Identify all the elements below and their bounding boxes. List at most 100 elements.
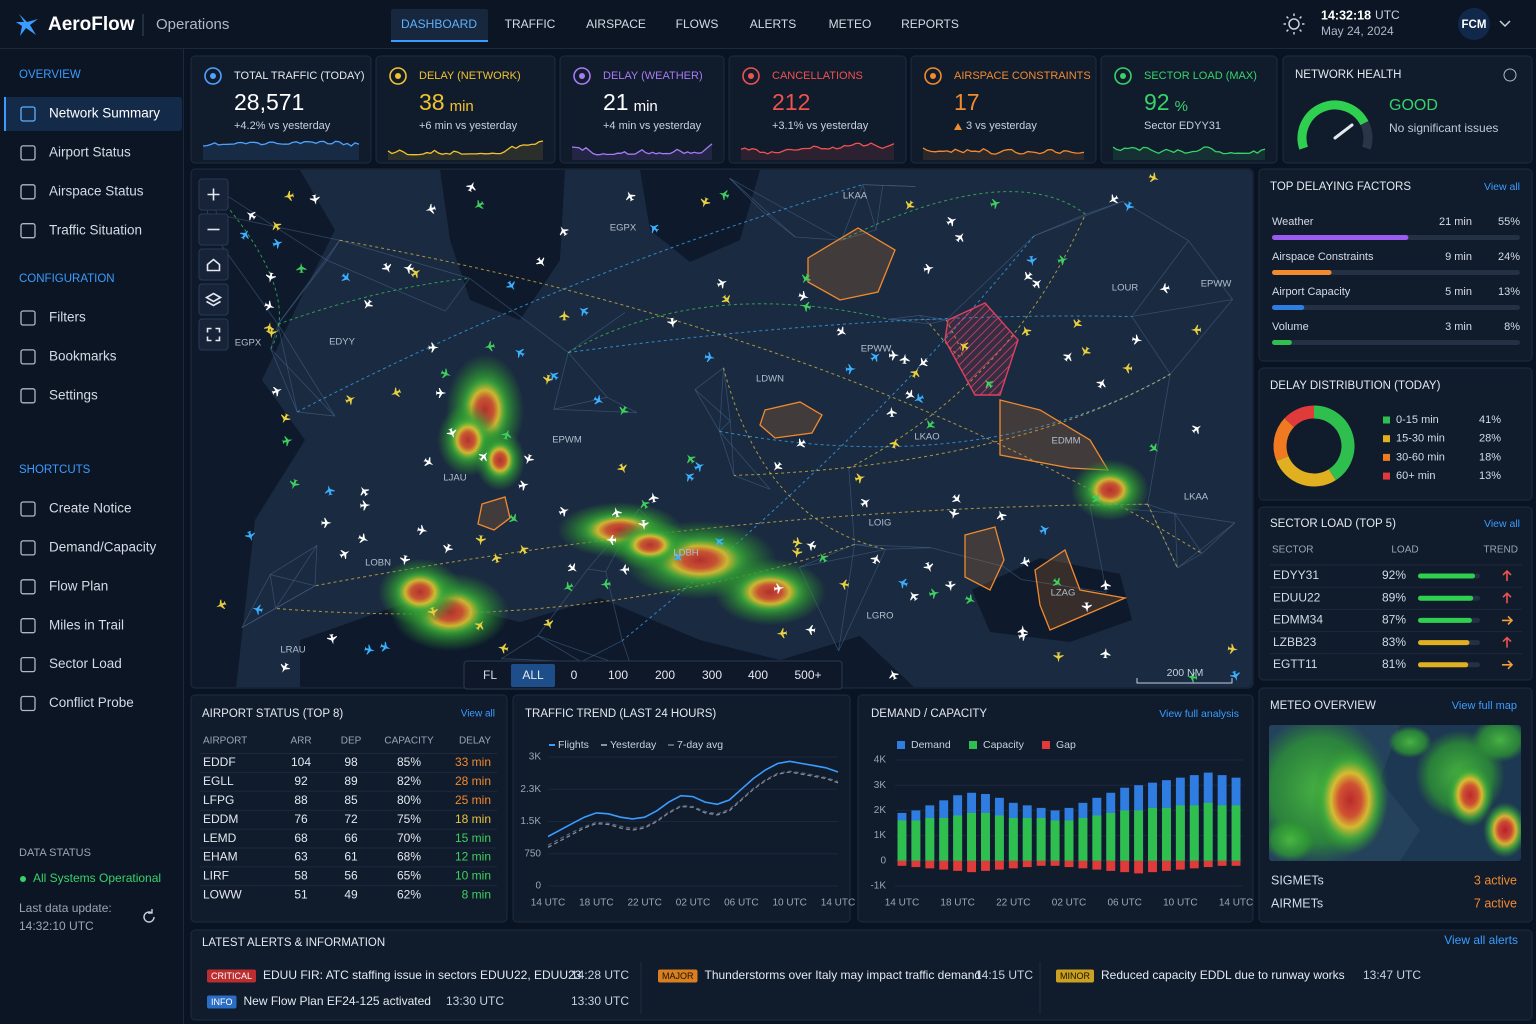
aircraft[interactable] (1078, 345, 1092, 359)
aircraft[interactable] (716, 276, 729, 289)
aircraft[interactable] (906, 589, 920, 603)
aircraft[interactable] (1030, 276, 1044, 290)
nav-tab[interactable]: FLOWS (676, 17, 719, 31)
aircraft[interactable] (238, 227, 252, 241)
aircraft[interactable] (473, 618, 487, 632)
nav-tab[interactable]: METEO (829, 17, 872, 31)
nav-tab[interactable]: ALERTS (750, 17, 796, 31)
aircraft[interactable] (928, 587, 940, 599)
panel-link[interactable]: View all alerts (1444, 933, 1518, 947)
aircraft[interactable] (283, 190, 295, 202)
aircraft[interactable] (1095, 376, 1109, 390)
aircraft[interactable] (477, 449, 491, 463)
aircraft[interactable] (1081, 602, 1093, 613)
aircraft[interactable] (566, 561, 580, 575)
aircraft[interactable] (1122, 363, 1133, 374)
info-icon[interactable] (1503, 68, 1517, 82)
panel-link[interactable]: View full analysis (1159, 708, 1239, 720)
refresh-icon[interactable] (143, 909, 155, 923)
panel-link[interactable]: View all (1484, 181, 1520, 193)
aircraft[interactable] (516, 542, 530, 556)
aircraft[interactable] (436, 388, 447, 398)
aircraft[interactable] (389, 386, 402, 399)
aircraft[interactable] (704, 352, 716, 364)
nav-item[interactable]: Traffic Situation (49, 222, 142, 237)
nav-item[interactable]: Conflict Probe (49, 695, 134, 710)
aircraft[interactable] (717, 188, 730, 201)
aircraft[interactable] (424, 203, 436, 215)
aircraft[interactable] (791, 547, 803, 559)
aircraft[interactable] (1062, 349, 1076, 363)
aircraft[interactable] (344, 393, 357, 406)
aircraft[interactable] (1020, 270, 1034, 284)
aircraft[interactable] (945, 214, 958, 227)
nav-item[interactable]: Airport Status (49, 144, 131, 159)
aircraft[interactable] (804, 539, 817, 552)
aircraft[interactable] (484, 341, 496, 353)
aircraft[interactable] (556, 224, 570, 238)
aircraft[interactable] (1017, 625, 1028, 636)
aircraft[interactable] (792, 537, 804, 549)
aircraft[interactable] (357, 532, 370, 545)
aircraft[interactable] (616, 462, 629, 475)
aircraft[interactable] (950, 492, 964, 506)
aircraft[interactable] (800, 300, 812, 312)
aircraft[interactable] (899, 353, 910, 364)
aircraft[interactable] (923, 418, 937, 432)
aircraft[interactable] (1090, 492, 1104, 506)
aircraft[interactable] (648, 492, 660, 504)
aircraft[interactable] (338, 547, 352, 561)
aircraft[interactable] (440, 368, 453, 381)
aircraft[interactable] (1186, 671, 1198, 683)
aircraft[interactable] (805, 624, 816, 636)
aircraft[interactable] (682, 469, 696, 483)
aircraft[interactable] (490, 551, 502, 564)
aircraft[interactable] (912, 392, 925, 405)
aircraft[interactable] (381, 262, 394, 275)
aircraft[interactable] (428, 342, 439, 353)
aircraft[interactable] (712, 534, 726, 548)
aircraft[interactable] (1100, 648, 1111, 659)
aircraft[interactable] (623, 189, 636, 202)
nav-item[interactable]: Airspace Status (49, 183, 144, 198)
aircraft[interactable] (647, 221, 661, 235)
aircraft[interactable] (251, 603, 263, 615)
aircraft[interactable] (995, 509, 1008, 522)
aircraft[interactable] (953, 230, 967, 244)
aircraft[interactable] (945, 581, 956, 592)
nav-item[interactable]: Demand/Capacity (49, 539, 157, 554)
aircraft[interactable] (1229, 670, 1242, 683)
aircraft[interactable] (271, 384, 284, 397)
aircraft[interactable] (1106, 193, 1120, 207)
aircraft[interactable] (263, 300, 276, 313)
aircraft[interactable] (321, 517, 332, 528)
aircraft[interactable] (1190, 324, 1201, 335)
aircraft[interactable] (558, 505, 571, 518)
nav-item[interactable]: Bookmarks (49, 348, 117, 363)
aircraft[interactable] (561, 581, 574, 594)
aircraft[interactable] (501, 428, 514, 441)
aircraft[interactable] (278, 661, 291, 674)
aircraft[interactable] (816, 550, 830, 564)
fl-option[interactable]: 500+ (794, 668, 821, 682)
nav-item[interactable]: Filters (49, 310, 86, 325)
aircraft[interactable] (693, 460, 706, 473)
aircraft[interactable] (869, 350, 883, 364)
aircraft[interactable] (1190, 422, 1204, 436)
aircraft[interactable] (1053, 652, 1064, 663)
map-control[interactable] (198, 248, 229, 281)
aircraft[interactable] (1057, 254, 1069, 266)
aircraft[interactable] (683, 451, 697, 465)
aircraft[interactable] (518, 479, 530, 491)
alert-text[interactable]: Thunderstorms over Italy may impact traf… (705, 968, 982, 982)
aircraft[interactable] (1147, 442, 1161, 456)
aircraft[interactable] (360, 500, 371, 511)
aircraft[interactable] (773, 583, 785, 594)
aircraft[interactable] (606, 534, 617, 545)
nav-item[interactable]: Network Summary (49, 106, 160, 121)
aircraft[interactable] (505, 279, 519, 293)
aircraft[interactable] (497, 642, 509, 654)
aircraft[interactable] (600, 579, 611, 590)
aircraft[interactable] (402, 262, 414, 274)
aircraft[interactable] (546, 368, 560, 382)
